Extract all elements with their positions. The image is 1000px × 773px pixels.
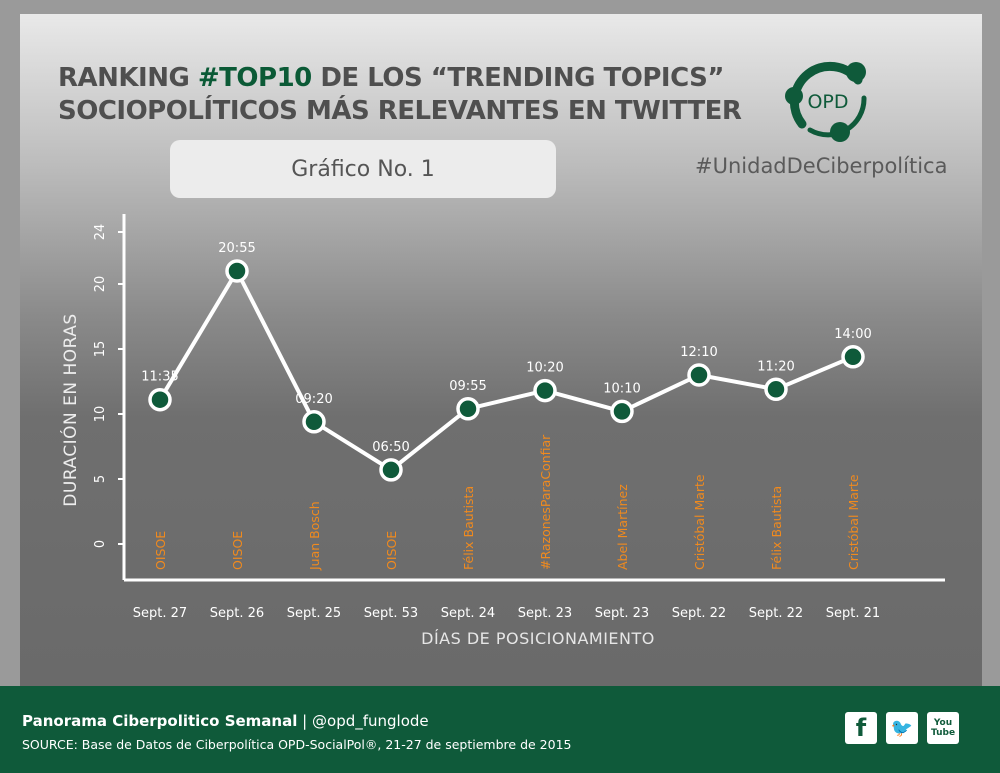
data-label: 11:35 xyxy=(141,370,178,385)
topic-label: #RazonesParaConfiar xyxy=(538,434,553,570)
y-tick-label: 0 xyxy=(93,540,108,548)
topic-label: OISOE xyxy=(153,531,168,570)
y-axis-title: DURACIÓN EN HORAS xyxy=(59,313,81,506)
data-label: 10:10 xyxy=(603,381,640,396)
data-point xyxy=(302,410,326,434)
data-label: 09:20 xyxy=(295,392,332,407)
data-point xyxy=(687,363,711,387)
data-label: 06:50 xyxy=(372,440,409,455)
topic-label: Cristóbal Marte xyxy=(692,474,707,570)
x-tick-label: Sept. 24 xyxy=(441,606,495,621)
hashtag: #UnidadDeCiberpolítica xyxy=(695,154,948,178)
y-tick-label: 15 xyxy=(93,341,108,358)
x-tick-label: Sept. 23 xyxy=(518,606,572,621)
footer-credits: Panorama Ciberpolitico Semanal | @opd_fu… xyxy=(22,712,429,730)
y-tick-label: 24 xyxy=(93,224,108,241)
data-label: 14:00 xyxy=(834,327,871,342)
page-title: RANKING #TOP10 DE LOS “TRENDING TOPICS” … xyxy=(58,62,742,128)
topic-label: OISOE xyxy=(384,531,399,570)
data-point xyxy=(533,378,557,403)
youtube-glyph: You Tube xyxy=(930,718,956,738)
facebook-icon[interactable]: f xyxy=(845,712,877,744)
footer-source: SOURCE: Base de Datos de Ciberpolítica O… xyxy=(22,737,572,752)
data-label: 20:55 xyxy=(218,241,255,256)
x-tick-label: Sept. 25 xyxy=(287,606,341,621)
data-label: 12:10 xyxy=(680,345,717,360)
chart-label: Gráfico No. 1 xyxy=(291,156,435,182)
topic-label: OISOE xyxy=(230,531,245,570)
title-line1-start: RANKING xyxy=(58,63,198,93)
x-axis-title: DÍAS DE POSICIONAMIENTO xyxy=(421,629,655,648)
data-point xyxy=(841,345,865,369)
y-tick-label: 5 xyxy=(93,475,108,483)
data-label: 11:20 xyxy=(757,359,794,374)
x-tick-label: Sept. 22 xyxy=(672,606,726,621)
title-line2: SOCIOPOLÍTICOS MÁS RELEVANTES EN TWITTER xyxy=(58,96,742,126)
twitter-icon[interactable]: 🐦 xyxy=(886,712,918,744)
youtube-icon[interactable]: You Tube xyxy=(927,712,959,744)
data-point xyxy=(225,259,249,283)
data-point xyxy=(148,387,172,412)
topic-label: Félix Bautista xyxy=(461,486,476,570)
footer-brand: Panorama Ciberpolitico Semanal xyxy=(22,712,298,730)
y-tick-label: 20 xyxy=(93,276,108,293)
twitter-handle: @opd_funglode xyxy=(312,712,429,730)
data-label: 10:20 xyxy=(526,361,563,376)
x-tick-label: Sept. 27 xyxy=(133,606,187,621)
data-point xyxy=(610,399,634,424)
line-chart: 0 5 10 15 20 24 DURACIÓN EN HORAS Sept. 27 Sept.… xyxy=(59,214,945,648)
background-panel xyxy=(20,14,982,686)
x-tick-label: Sept. 21 xyxy=(826,606,880,621)
topic-label: Juan Bosch xyxy=(307,501,322,571)
data-point xyxy=(764,377,788,402)
opd-logo: OPD xyxy=(785,61,867,142)
footer-bar xyxy=(0,686,1000,773)
x-tick-label: Sept. 26 xyxy=(210,606,264,621)
topic-label: Félix Bautista xyxy=(769,486,784,570)
title-line1-end: DE LOS “TRENDING TOPICS” xyxy=(311,63,724,93)
twitter-glyph: 🐦 xyxy=(890,717,914,739)
x-tick-label: Sept. 53 xyxy=(364,606,418,621)
series-line xyxy=(158,269,854,472)
footer-separator: | xyxy=(302,712,308,730)
data-point xyxy=(456,397,480,421)
y-tick-label: 10 xyxy=(93,406,108,423)
logo-text: OPD xyxy=(807,91,848,113)
x-tick-label: Sept. 22 xyxy=(749,606,803,621)
chart-label-box: Gráfico No. 1 xyxy=(170,140,556,198)
title-highlight: #TOP10 xyxy=(197,63,312,93)
data-point xyxy=(379,458,403,482)
topic-label: Cristóbal Marte xyxy=(846,474,861,570)
topic-label: Abel Martínez xyxy=(615,484,630,570)
facebook-glyph: f xyxy=(855,714,867,742)
data-label: 09:55 xyxy=(449,379,486,394)
x-tick-label: Sept. 23 xyxy=(595,606,649,621)
